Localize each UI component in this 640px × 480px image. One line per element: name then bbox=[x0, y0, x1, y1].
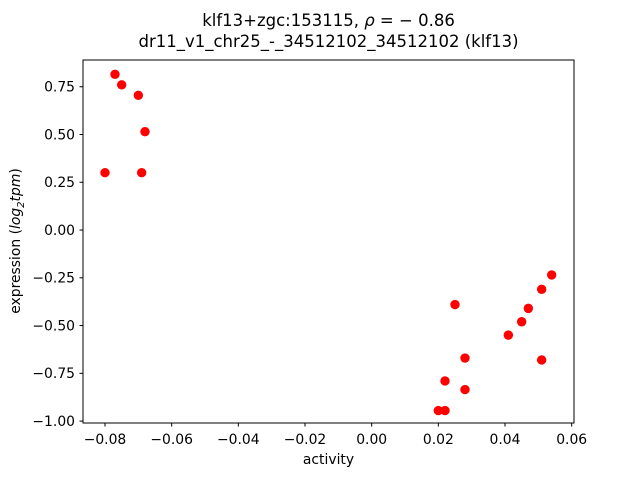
title-rho-value: = − 0.86 bbox=[374, 11, 455, 30]
data-point bbox=[116, 80, 127, 90]
y-tick-label: −0.25 bbox=[32, 271, 75, 287]
y-tick-label: −1.00 bbox=[32, 414, 75, 430]
x-tick-label: −0.08 bbox=[84, 432, 127, 448]
y-tick-label: 0.75 bbox=[44, 80, 75, 96]
data-point bbox=[440, 405, 450, 416]
x-tick-label: −0.04 bbox=[217, 432, 260, 448]
data-point bbox=[440, 376, 450, 386]
data-point bbox=[460, 353, 470, 363]
chart-title-line2: dr11_v1_chr25_-_34512102_34512102 (klf13… bbox=[138, 32, 519, 51]
y-tick-label: −0.75 bbox=[32, 366, 75, 382]
y-tick-label: −0.50 bbox=[32, 318, 75, 334]
data-point bbox=[450, 299, 460, 310]
data-point bbox=[460, 384, 470, 395]
x-tick-label: −0.06 bbox=[150, 432, 193, 448]
x-tick-label: 0.02 bbox=[423, 432, 454, 448]
data-point bbox=[546, 270, 557, 280]
x-tick-label: 0.04 bbox=[490, 432, 521, 448]
x-tick-label: 0.06 bbox=[556, 432, 587, 448]
data-point bbox=[516, 317, 527, 327]
data-point bbox=[136, 168, 147, 178]
data-point bbox=[433, 405, 444, 416]
x-tick-label: −0.02 bbox=[284, 432, 327, 448]
data-point bbox=[140, 126, 150, 137]
data-point bbox=[503, 330, 514, 340]
x-axis-label: activity bbox=[302, 452, 355, 468]
chart-title: klf13+zgc:153115, ρ = − 0.86 dr11_v1_chr… bbox=[83, 10, 574, 52]
data-point bbox=[536, 284, 547, 294]
title-gene-pair: klf13+zgc:153115, bbox=[202, 11, 365, 30]
rho-symbol: ρ bbox=[364, 11, 375, 30]
data-point bbox=[110, 69, 120, 80]
y-tick-label: 0.25 bbox=[44, 175, 75, 191]
data-point bbox=[523, 303, 534, 314]
chart-title-line1: klf13+zgc:153115, ρ = − 0.86 bbox=[83, 10, 574, 31]
data-point bbox=[133, 90, 144, 101]
y-tick-label: 0.00 bbox=[44, 223, 75, 239]
axes-frame bbox=[82, 59, 575, 424]
data-point bbox=[100, 168, 110, 178]
x-tick-label: 0.00 bbox=[356, 432, 387, 448]
y-tick-label: 0.50 bbox=[44, 127, 75, 143]
data-point bbox=[536, 355, 547, 365]
